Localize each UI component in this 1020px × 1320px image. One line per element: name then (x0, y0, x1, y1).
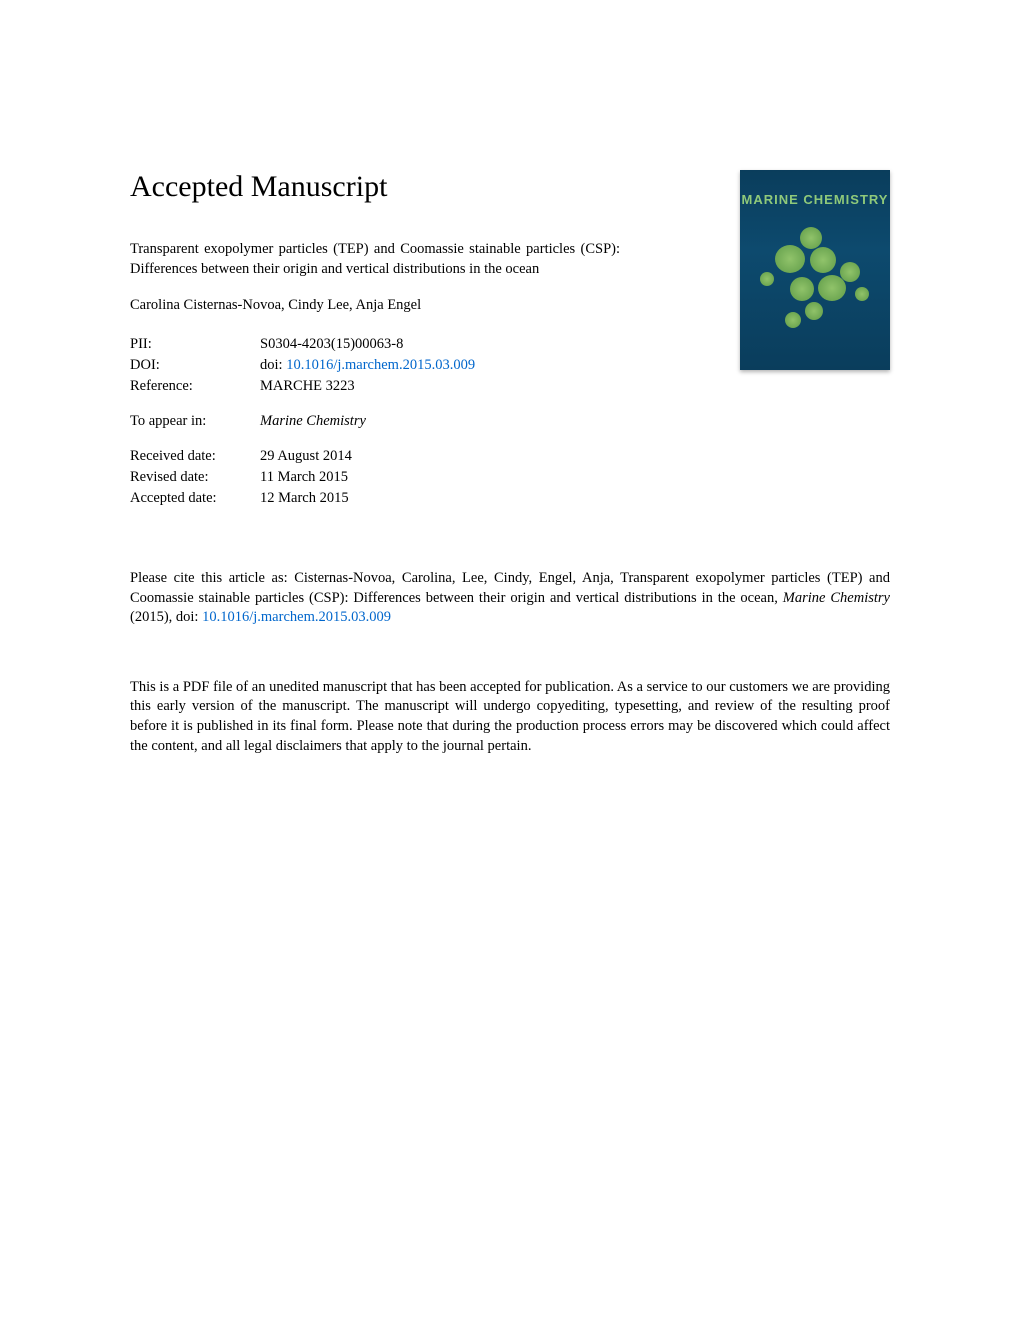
disclaimer-text: This is a PDF file of an unedited manusc… (130, 678, 890, 756)
revised-label: Revised date: (130, 467, 260, 488)
article-title: Transparent exopolymer particles (TEP) a… (130, 240, 620, 279)
citation-block: Please cite this article as: Cisternas-N… (130, 569, 890, 628)
citation-doi-link[interactable]: 10.1016/j.marchem.2015.03.009 (202, 609, 391, 625)
doi-link[interactable]: 10.1016/j.marchem.2015.03.009 (286, 357, 475, 373)
meta-row-appear: To appear in: Marine Chemistry (130, 411, 890, 432)
reference-value: MARCHE 3223 (260, 376, 890, 397)
citation-journal: Marine Chemistry (783, 590, 890, 606)
doi-prefix: doi: (260, 357, 286, 373)
appear-label: To appear in: (130, 411, 260, 432)
citation-text: Please cite this article as: Cisternas-N… (130, 570, 890, 606)
received-value: 29 August 2014 (260, 446, 890, 467)
pii-label: PII: (130, 334, 260, 355)
cover-art (740, 217, 890, 347)
journal-cover-title: MARINE CHEMISTRY (740, 170, 890, 207)
meta-row-revised: Revised date: 11 March 2015 (130, 467, 890, 488)
meta-row-received: Received date: 29 August 2014 (130, 446, 890, 467)
received-label: Received date: (130, 446, 260, 467)
doi-label: DOI: (130, 355, 260, 376)
meta-row-accepted: Accepted date: 12 March 2015 (130, 488, 890, 509)
revised-value: 11 March 2015 (260, 467, 890, 488)
appear-value: Marine Chemistry (260, 411, 890, 432)
accepted-value: 12 March 2015 (260, 488, 890, 509)
journal-cover-thumbnail: MARINE CHEMISTRY (740, 170, 890, 370)
accepted-label: Accepted date: (130, 488, 260, 509)
citation-year: (2015), doi: (130, 609, 202, 625)
reference-label: Reference: (130, 376, 260, 397)
meta-row-reference: Reference: MARCHE 3223 (130, 376, 890, 397)
